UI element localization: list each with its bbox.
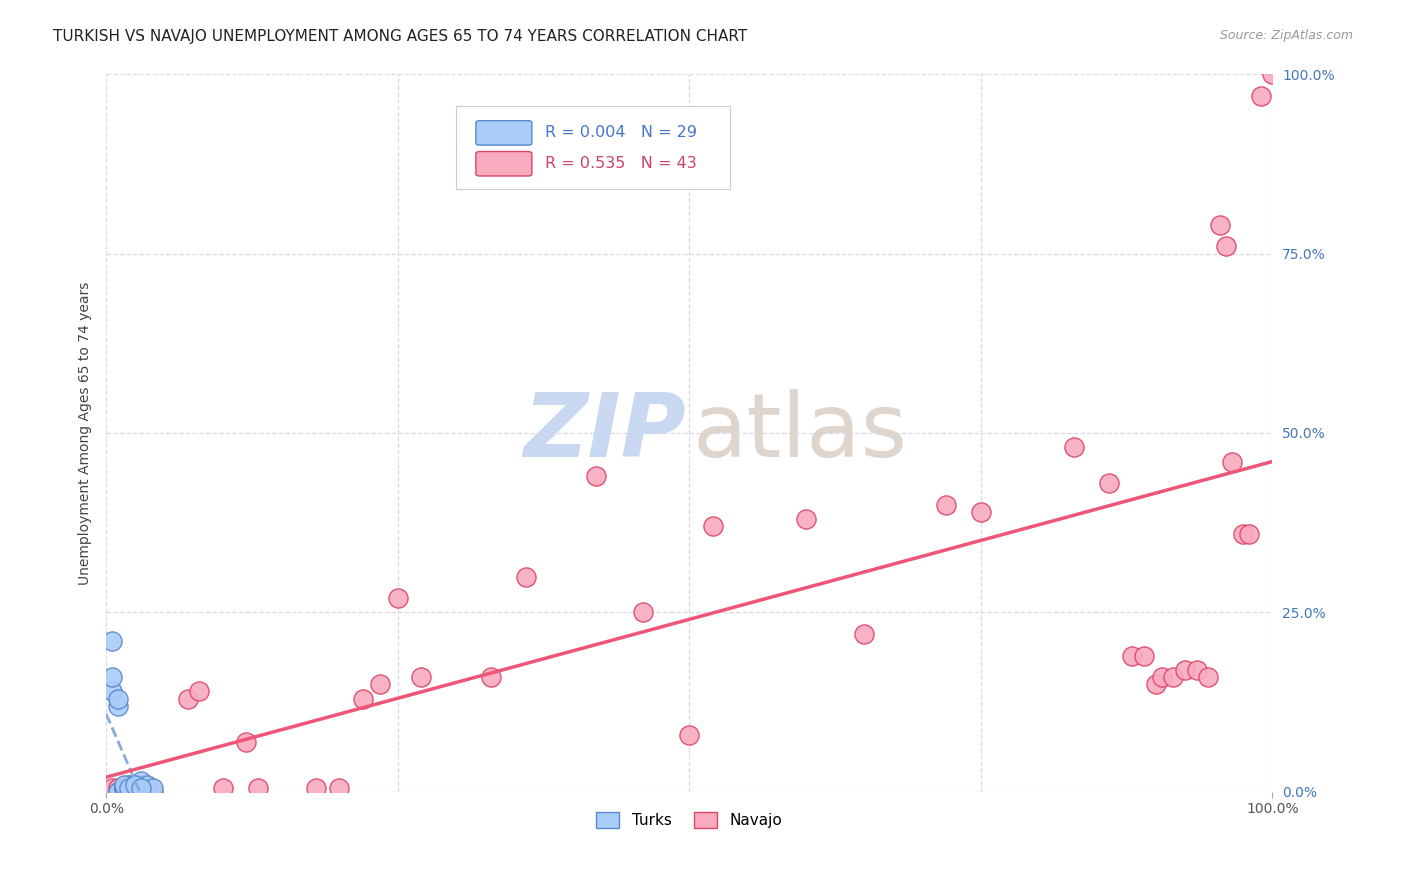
Point xyxy=(1144,677,1167,691)
Point xyxy=(118,781,141,796)
Point xyxy=(585,469,607,483)
Point xyxy=(1174,663,1197,677)
Point xyxy=(1220,455,1243,469)
Point xyxy=(479,670,502,684)
Point xyxy=(112,781,135,796)
Point xyxy=(112,781,135,796)
Point xyxy=(124,778,146,792)
Point xyxy=(107,781,129,796)
Point xyxy=(305,781,328,796)
Point xyxy=(1121,648,1143,663)
Point xyxy=(631,606,654,620)
Text: atlas: atlas xyxy=(693,390,908,476)
FancyBboxPatch shape xyxy=(475,152,531,176)
Point xyxy=(1098,476,1121,491)
Point xyxy=(101,781,124,796)
Point xyxy=(1209,218,1232,232)
Point xyxy=(409,670,432,684)
Point xyxy=(142,785,165,799)
Point xyxy=(1237,526,1260,541)
Point xyxy=(188,684,211,698)
Text: R = 0.004   N = 29: R = 0.004 N = 29 xyxy=(544,126,696,140)
Point xyxy=(368,677,391,691)
Point xyxy=(177,691,200,706)
Legend: Turks, Navajo: Turks, Navajo xyxy=(591,806,789,835)
Point xyxy=(112,781,135,796)
Point xyxy=(101,670,124,684)
Point xyxy=(136,781,159,796)
Point xyxy=(112,778,135,792)
Point xyxy=(124,778,146,792)
Point xyxy=(101,634,124,648)
Text: Source: ZipAtlas.com: Source: ZipAtlas.com xyxy=(1219,29,1353,42)
Point xyxy=(129,781,152,796)
Point xyxy=(118,781,141,796)
Point xyxy=(107,698,129,713)
Point xyxy=(118,785,141,799)
Point xyxy=(1150,670,1173,684)
Point xyxy=(107,691,129,706)
Point xyxy=(107,785,129,799)
Point xyxy=(118,785,141,799)
Point xyxy=(118,778,141,792)
Point xyxy=(328,781,350,796)
Point xyxy=(794,512,817,526)
Text: TURKISH VS NAVAJO UNEMPLOYMENT AMONG AGES 65 TO 74 YEARS CORRELATION CHART: TURKISH VS NAVAJO UNEMPLOYMENT AMONG AGE… xyxy=(53,29,748,44)
Point xyxy=(101,684,124,698)
Point xyxy=(118,778,141,792)
Point xyxy=(136,778,159,792)
Point xyxy=(129,774,152,789)
Text: ZIP: ZIP xyxy=(523,390,686,476)
Point xyxy=(1215,239,1237,253)
Point xyxy=(1232,526,1254,541)
Point xyxy=(107,785,129,799)
Y-axis label: Unemployment Among Ages 65 to 74 years: Unemployment Among Ages 65 to 74 years xyxy=(79,281,93,584)
Point xyxy=(235,735,257,749)
Point xyxy=(124,778,146,792)
Point xyxy=(129,781,152,796)
Point xyxy=(678,727,700,741)
Point xyxy=(352,691,374,706)
Point xyxy=(142,781,165,796)
Point xyxy=(1261,67,1284,81)
Point xyxy=(129,781,152,796)
Point xyxy=(129,778,152,792)
Point xyxy=(702,519,724,533)
Point xyxy=(136,781,159,796)
Point xyxy=(118,781,141,796)
Point xyxy=(515,569,537,583)
Point xyxy=(853,627,876,641)
Point xyxy=(211,781,233,796)
Point xyxy=(935,498,957,512)
Point xyxy=(1197,670,1219,684)
FancyBboxPatch shape xyxy=(456,106,730,189)
Point xyxy=(246,781,269,796)
Point xyxy=(1063,441,1085,455)
Point xyxy=(1161,670,1184,684)
Point xyxy=(1133,648,1156,663)
Text: R = 0.535   N = 43: R = 0.535 N = 43 xyxy=(544,156,696,171)
Point xyxy=(124,781,146,796)
FancyBboxPatch shape xyxy=(475,120,531,145)
Point xyxy=(387,591,409,606)
Point xyxy=(1250,88,1272,103)
Point xyxy=(970,505,993,519)
Point xyxy=(1185,663,1208,677)
